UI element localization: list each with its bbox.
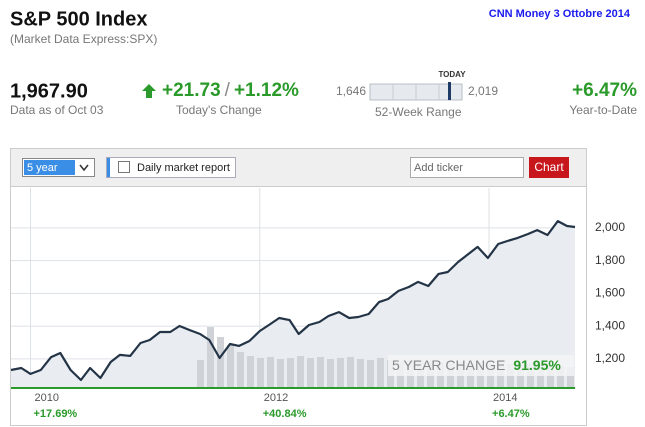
price-line	[10, 220, 576, 382]
checkbox[interactable]	[118, 161, 130, 173]
change-label: Today's Change	[176, 103, 262, 117]
y-tick-label: 1,600	[595, 286, 625, 300]
price: 1,967.90	[10, 80, 88, 102]
overlay: 1,200 1,400 1,600 1,800 2,000 2010 +17.69% 2012…	[10, 220, 625, 420]
ytd-label: Year-to-Date	[569, 103, 637, 117]
report-accent	[107, 158, 110, 177]
area-shading	[11, 221, 575, 388]
y-tick-label: 1,400	[595, 318, 625, 332]
report-toggle[interactable]	[106, 157, 236, 178]
period-change: +40.84%	[263, 408, 307, 420]
range-marker	[448, 82, 451, 100]
x-tick-label: 2014	[493, 392, 517, 404]
x-tick-label: 2010	[34, 392, 58, 404]
period: 5 year	[27, 162, 58, 174]
chart-button[interactable]	[529, 157, 569, 178]
five-year-change: 5 YEAR CHANGE 91.95%	[392, 357, 561, 373]
today-change: +21.73/+1.12%	[162, 80, 299, 101]
change-box	[388, 355, 574, 376]
separator: /	[225, 80, 231, 101]
y-tick-label: 2,000	[595, 220, 625, 234]
change-value: 91.95%	[513, 357, 561, 373]
select-arrow	[79, 164, 89, 172]
y-tick-label: 1,800	[595, 253, 625, 267]
range-low: 1,646	[336, 84, 366, 98]
source: CNN Money 3 Ottobre 2014	[489, 8, 631, 20]
title: S&P 500 Index	[10, 8, 147, 30]
y-tick-label: 1,200	[595, 351, 625, 365]
subtitle: (Market Data Express:SPX)	[10, 32, 157, 46]
x-tick-label: 2012	[264, 392, 288, 404]
ytd: +6.47%	[572, 80, 637, 101]
as-of: Data as of Oct 03	[10, 103, 104, 117]
up-arrow	[142, 84, 156, 98]
plot	[11, 188, 575, 388]
ticker-input[interactable]	[410, 157, 524, 178]
change-label: 5 YEAR CHANGE	[392, 357, 505, 373]
period-highlight	[24, 160, 75, 175]
change: +21.73	[162, 80, 221, 101]
change-pct: +1.12%	[234, 80, 299, 101]
range-divisions	[392, 84, 440, 100]
range-label: 52-Week Range	[375, 105, 462, 119]
ticker-placeholder: Add ticker	[414, 162, 463, 174]
chart-button-label: Chart	[534, 160, 564, 174]
range-high: 2,019	[468, 84, 498, 98]
period-change: +17.69%	[33, 408, 77, 420]
checkbox-label: Daily market report	[137, 162, 230, 174]
range-marker-label: TODAY	[438, 70, 466, 79]
period-change: +6.47%	[492, 408, 530, 420]
